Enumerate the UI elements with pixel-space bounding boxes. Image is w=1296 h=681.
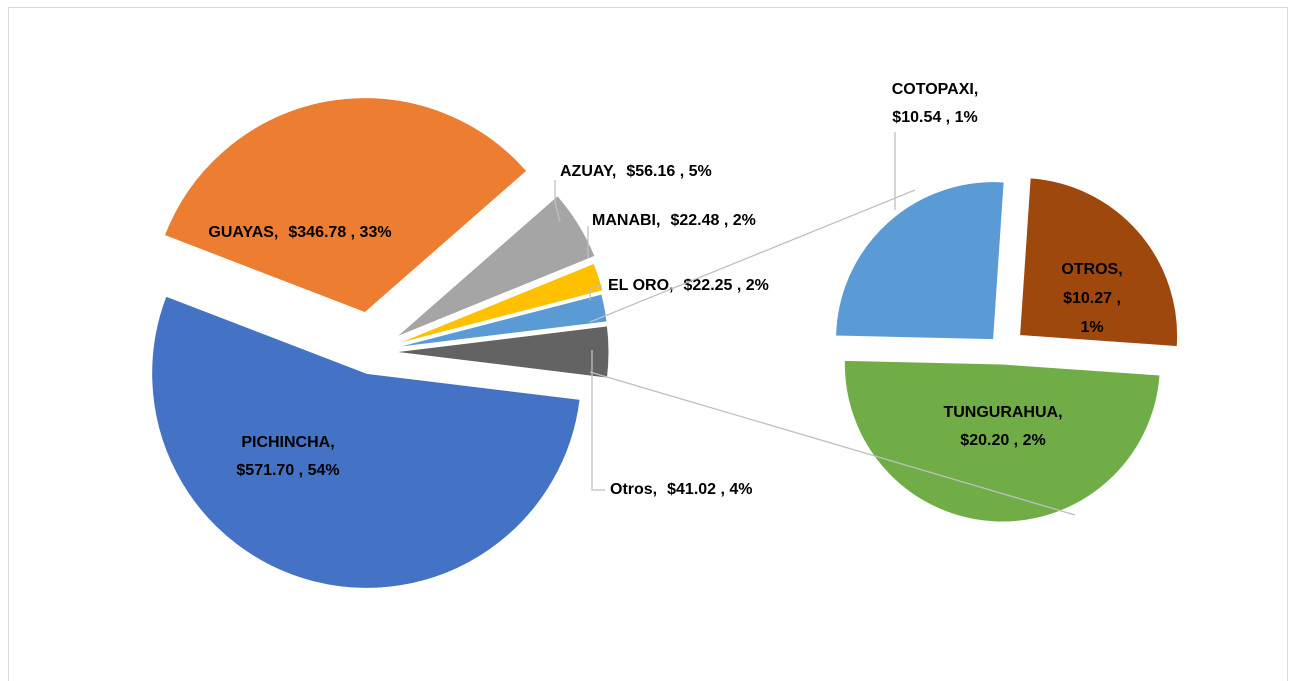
pie-slice bbox=[843, 359, 1161, 523]
label-value: $10.54 , 1% bbox=[892, 109, 977, 126]
label-value: $22.48 , 2% bbox=[670, 212, 755, 229]
label-category: COTOPAXI, bbox=[892, 81, 979, 98]
pie-slice bbox=[163, 97, 528, 314]
data-label: GUAYAS, $346.78 , 33% bbox=[208, 224, 391, 241]
connector-line bbox=[589, 189, 916, 323]
connector-line bbox=[589, 371, 1076, 516]
pie-slice bbox=[151, 295, 581, 589]
data-label: EL ORO, $22.25 , 2% bbox=[608, 277, 769, 294]
label-value: $10.27 , 1% bbox=[1063, 290, 1121, 336]
pie-slice bbox=[835, 181, 1005, 341]
label-category: AZUAY, bbox=[560, 163, 616, 180]
label-value: $41.02 , 4% bbox=[667, 481, 752, 498]
label-category: OTROS, bbox=[1061, 261, 1122, 278]
pie-slice bbox=[394, 262, 604, 345]
leader-line bbox=[591, 350, 605, 491]
data-label: MANABI, $22.48 , 2% bbox=[592, 212, 756, 229]
label-value: $20.20 , 2% bbox=[960, 432, 1045, 449]
label-category: GUAYAS, bbox=[208, 224, 278, 241]
leader-line bbox=[589, 285, 603, 300]
pie-slice bbox=[1019, 177, 1179, 348]
label-category: MANABI, bbox=[592, 212, 660, 229]
data-label: Otros, $41.02 , 4% bbox=[610, 481, 753, 498]
leader-line bbox=[554, 180, 561, 223]
label-value: $56.16 , 5% bbox=[626, 163, 711, 180]
label-category: PICHINCHA, bbox=[241, 434, 334, 451]
pie-slice bbox=[395, 194, 596, 338]
label-category: TUNGURAHUA, bbox=[943, 404, 1062, 421]
data-label: AZUAY, $56.16 , 5% bbox=[560, 163, 712, 180]
pie-slice bbox=[393, 293, 608, 349]
label-category: Otros, bbox=[610, 481, 657, 498]
label-value: $22.25 , 2% bbox=[684, 277, 769, 294]
label-category: EL ORO, bbox=[608, 277, 674, 294]
label-value: $571.70 , 54% bbox=[236, 462, 339, 479]
label-value: $346.78 , 33% bbox=[288, 224, 391, 241]
label-value-part: $10.27 , bbox=[1063, 290, 1121, 307]
pie-slice bbox=[393, 325, 610, 379]
label-value-part: 1% bbox=[1080, 319, 1103, 336]
